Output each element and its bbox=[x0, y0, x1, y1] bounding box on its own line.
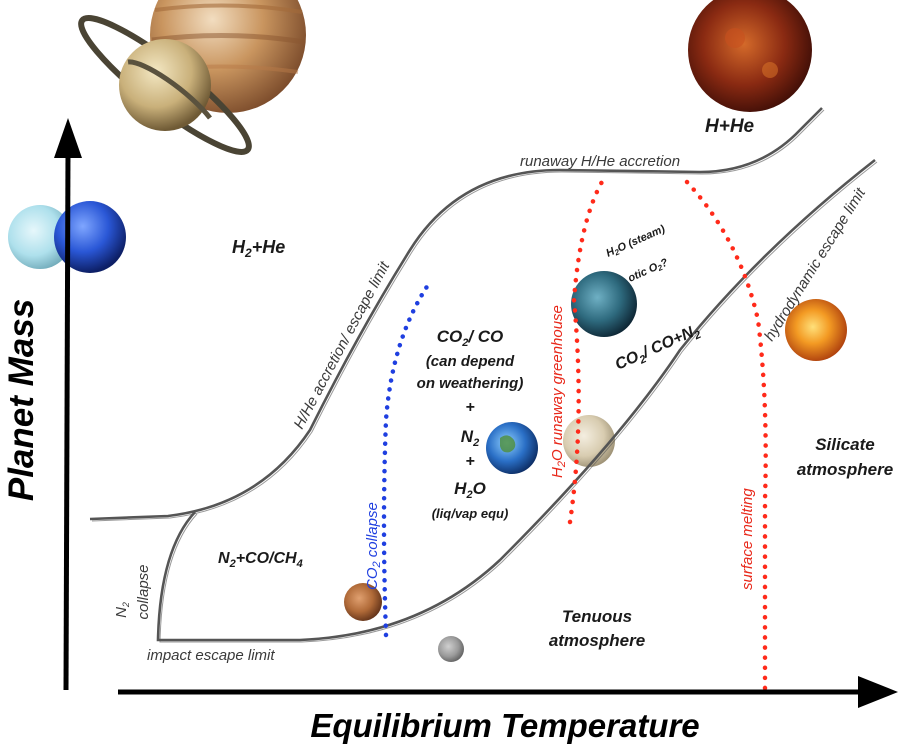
uranus-icon bbox=[8, 205, 72, 269]
x-axis-title: Equilibrium Temperature bbox=[310, 707, 699, 744]
hhe-region-label: H+He bbox=[705, 116, 755, 137]
svg-text:H2O: H2O bbox=[454, 479, 486, 501]
svg-text:+: + bbox=[465, 399, 474, 416]
y-axis bbox=[54, 118, 82, 691]
svg-text:(can depend: (can depend bbox=[426, 353, 515, 370]
surface-melting-label: surface melting bbox=[739, 488, 756, 590]
surface-melting-dots bbox=[684, 179, 768, 693]
impact-limit-label: impact escape limit bbox=[147, 647, 275, 664]
steam-label: H2O (steam) bbox=[604, 223, 667, 261]
saturn-icon bbox=[78, 15, 252, 155]
x-axis-arrowhead-icon bbox=[858, 676, 898, 708]
silicate-region-label: Silicate atmosphere bbox=[797, 435, 893, 479]
impact-escape-limit-curve bbox=[156, 158, 876, 642]
svg-text:(liq/vap equ): (liq/vap equ) bbox=[432, 506, 509, 521]
co2-collapse-label: CO2 collapse bbox=[364, 502, 383, 590]
abiotic-o2-label: otic O2? bbox=[626, 256, 670, 285]
co2con2-region-label: CO2/ CO+N2 bbox=[613, 321, 703, 376]
mars-icon bbox=[344, 583, 382, 621]
hhe-limit-label: H/He accretion/ escape limit bbox=[291, 258, 394, 432]
y-axis-arrowhead-icon bbox=[54, 118, 82, 158]
svg-text:on weathering): on weathering) bbox=[417, 375, 524, 392]
n2-collapse-label-2: collapse bbox=[135, 564, 152, 619]
n2-collapse-label: N2 bbox=[113, 602, 131, 618]
svg-text:atmosphere: atmosphere bbox=[549, 631, 645, 650]
n2coch4-region-label: N2+CO/CH4 bbox=[218, 550, 303, 570]
runaway-accretion-label: runaway H/He accretion bbox=[520, 153, 680, 170]
svg-text:CO2/ CO: CO2/ CO bbox=[437, 327, 504, 349]
svg-text:+: + bbox=[465, 453, 474, 470]
svg-text:Tenuous: Tenuous bbox=[562, 607, 632, 626]
co2co-region-label: CO2/ CO (can depend on weathering) + N2 … bbox=[417, 327, 524, 521]
svg-text:Silicate: Silicate bbox=[815, 435, 875, 454]
co2-collapse-dots bbox=[381, 282, 431, 638]
x-axis bbox=[118, 676, 898, 708]
hhe-accretion-escape-limit-curve bbox=[89, 107, 823, 521]
runaway-greenhouse-label: H2O runaway greenhouse bbox=[549, 305, 568, 478]
tenuous-region-label: Tenuous atmosphere bbox=[549, 607, 645, 650]
h2he-region-label: H2+He bbox=[232, 237, 285, 260]
lava-planet-icon bbox=[785, 299, 847, 361]
neptune-icon bbox=[54, 201, 126, 273]
earth-icon bbox=[486, 422, 538, 474]
hot-jupiter-icon bbox=[688, 0, 812, 112]
venus-icon bbox=[563, 415, 615, 467]
y-axis-title: Planet Mass bbox=[2, 299, 41, 501]
moon-icon bbox=[438, 636, 464, 662]
exo-earth-icon bbox=[571, 271, 637, 337]
runaway-greenhouse-dots bbox=[567, 177, 606, 525]
svg-text:atmosphere: atmosphere bbox=[797, 460, 893, 479]
svg-text:N2: N2 bbox=[461, 427, 479, 449]
